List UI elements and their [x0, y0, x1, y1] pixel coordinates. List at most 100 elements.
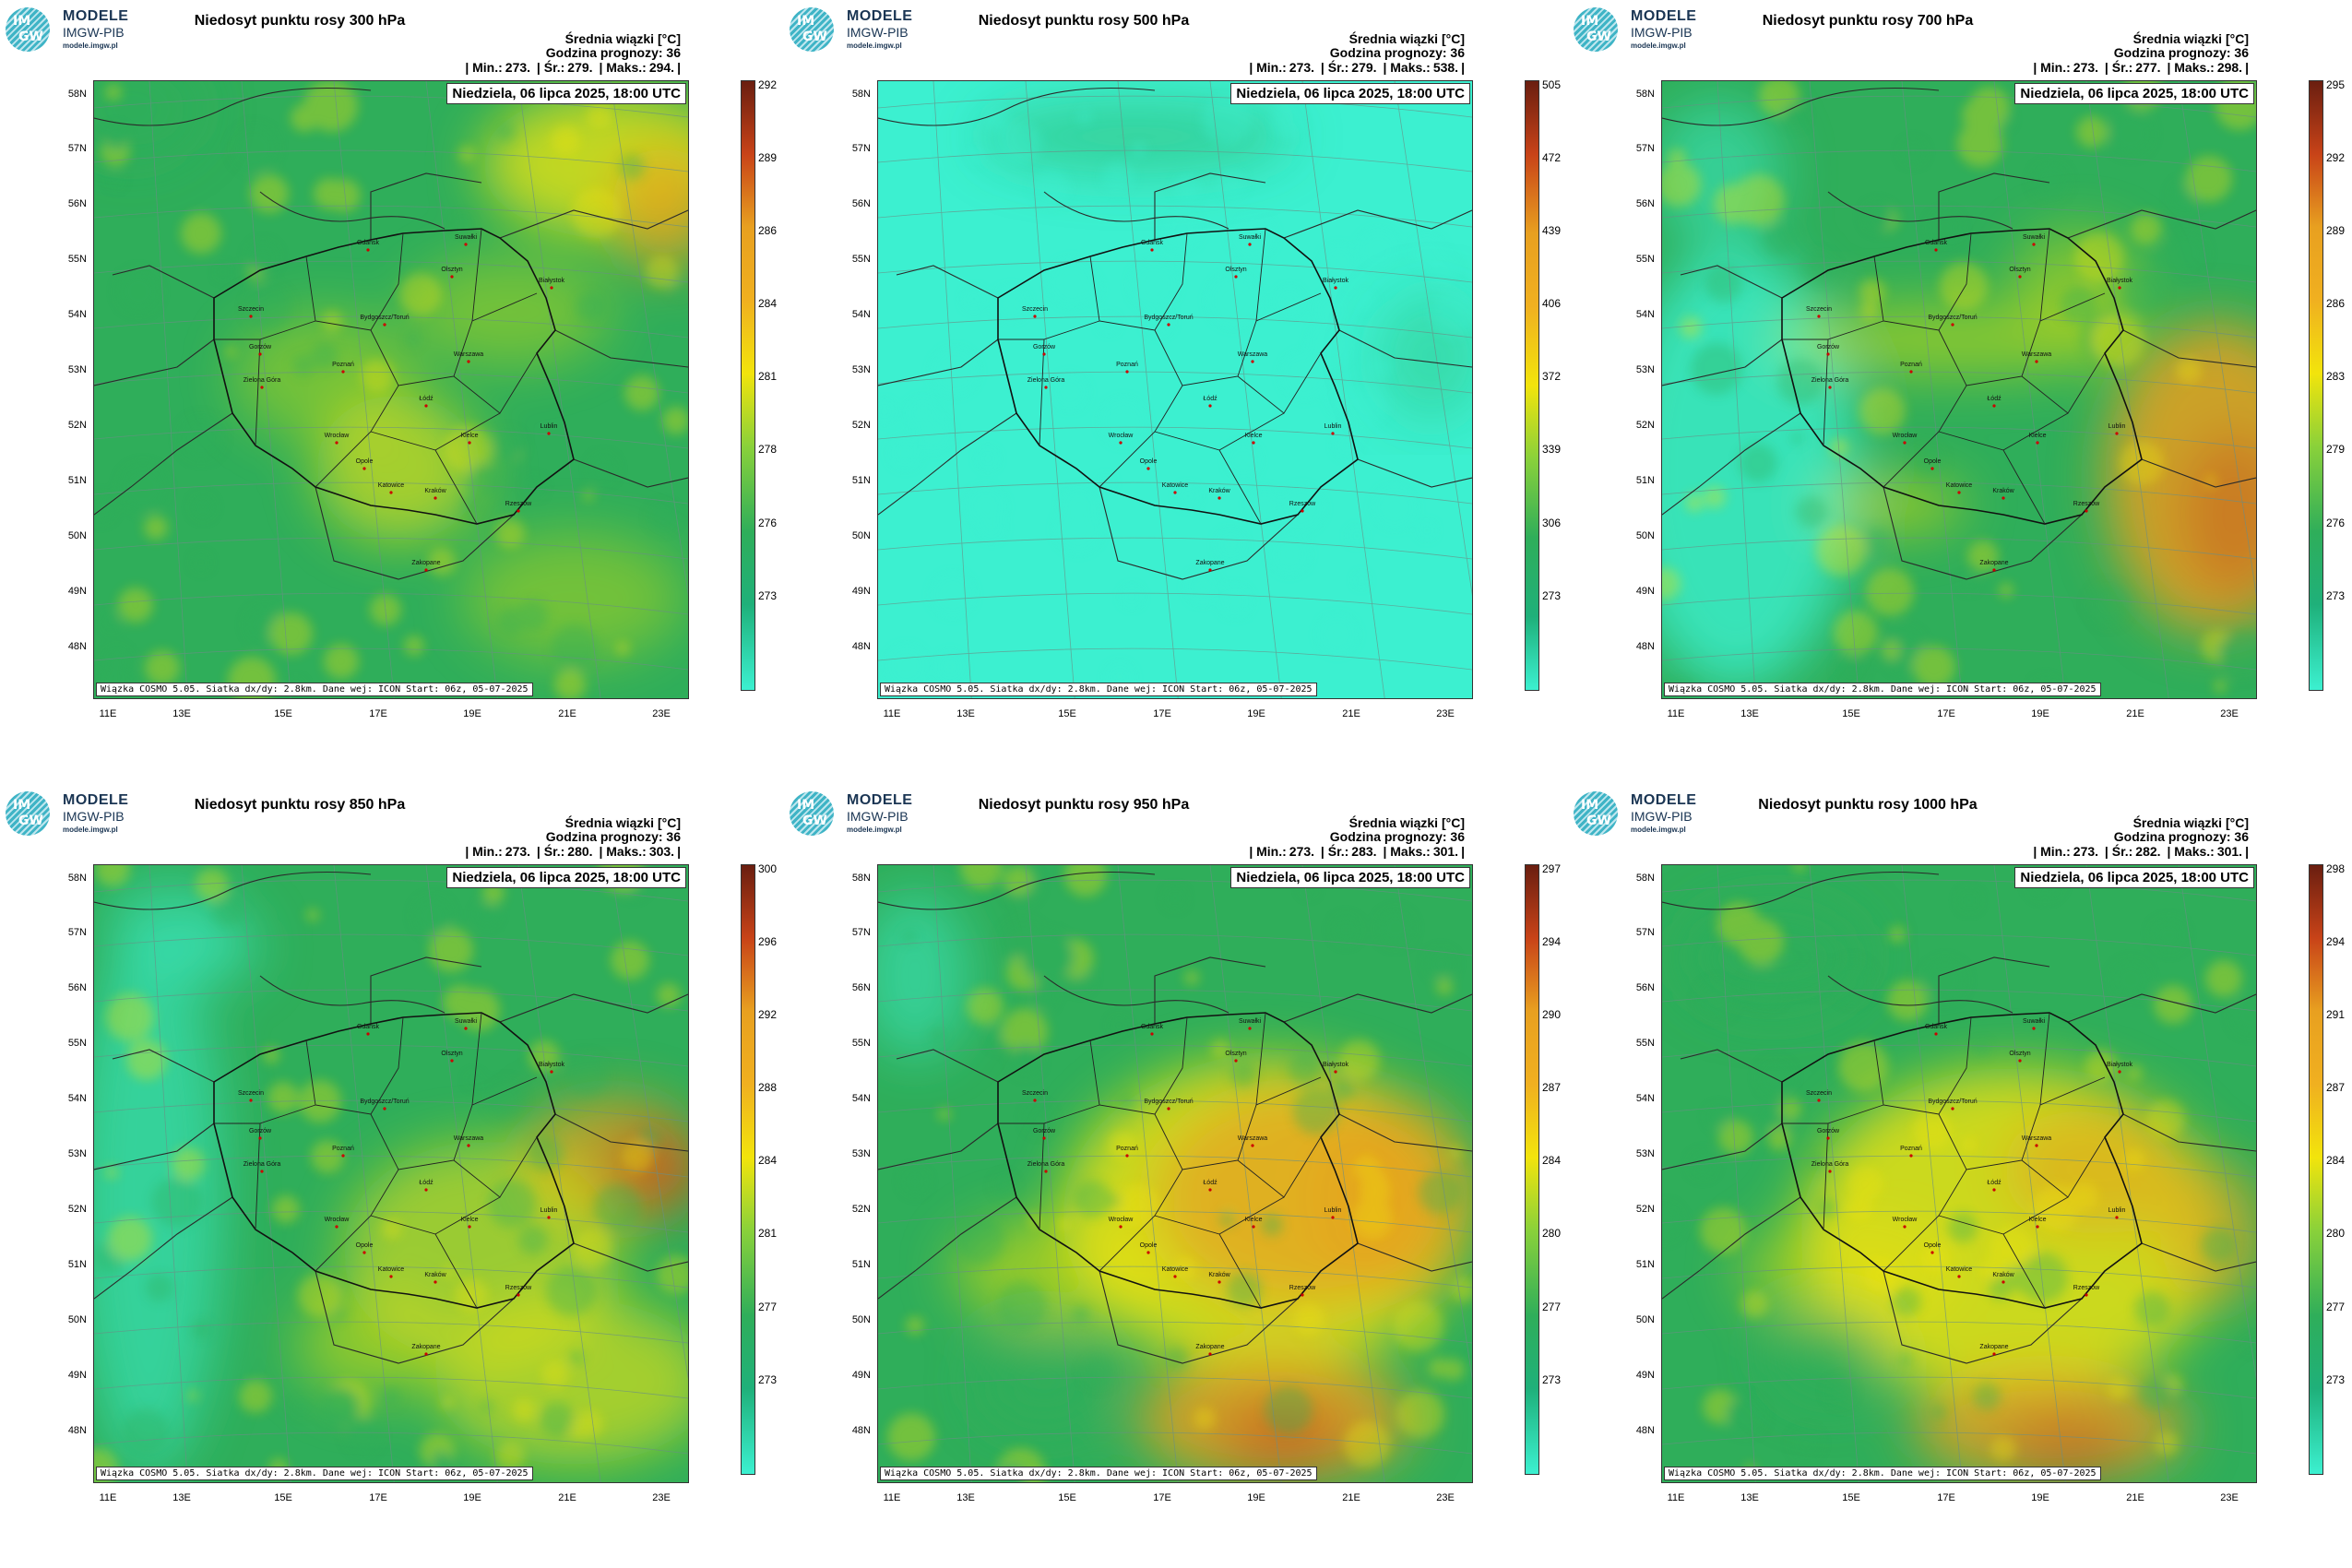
city-marker — [1173, 1275, 1177, 1278]
city-label: Kielce — [2028, 433, 2046, 439]
lat-label: 55N — [1635, 254, 1655, 265]
lat-label: 53N — [1635, 364, 1655, 375]
scale-tick: 287 — [1542, 1081, 1562, 1094]
city-label: Kielce — [2028, 1217, 2046, 1223]
scale-tick: 294 — [2326, 935, 2346, 948]
city-label: Suwałki — [455, 234, 478, 241]
city-label: Łódź — [1203, 396, 1218, 402]
city-label: Katowice — [1946, 482, 1973, 489]
city-marker — [2032, 1027, 2036, 1030]
color-scale — [1525, 80, 1539, 691]
scale-tick: 273 — [2326, 589, 2346, 602]
scale-tick: 276 — [2326, 517, 2346, 529]
scale-tick: 277 — [758, 1301, 778, 1313]
lon-label: 21E — [558, 1492, 576, 1503]
scale-tick: 300 — [758, 862, 778, 875]
lat-label: 54N — [851, 309, 871, 320]
city-marker — [1208, 568, 1212, 572]
panel-title: Niedosyt punktu rosy 950 hPa — [978, 797, 1190, 813]
lat-label: 56N — [851, 198, 871, 209]
city-label: Gorzów — [249, 1128, 272, 1134]
scale-tick: 278 — [758, 443, 778, 456]
lat-label: 54N — [67, 1093, 87, 1104]
city-label: Gorzów — [1033, 344, 1056, 350]
model-footer: Wiązka COSMO 5.05. Siatka dx/dy: 2.8km. … — [1664, 683, 2101, 696]
lon-label: 17E — [369, 708, 387, 719]
city-marker — [1992, 1188, 1996, 1192]
scale-tick: 294 — [1542, 935, 1562, 948]
lon-label: 19E — [1247, 708, 1265, 719]
city-label: Suwałki — [2023, 234, 2046, 241]
stat-mean: 283. — [1351, 844, 1377, 859]
lon-label: 17E — [369, 1492, 387, 1503]
city-label: Warszawa — [454, 1135, 484, 1142]
valid-date: Niedziela, 06 lipca 2025, 18:00 UTC — [1230, 867, 1470, 888]
city-label: Opole — [1924, 1242, 1942, 1249]
city-label: Wrocław — [325, 433, 350, 439]
lon-label: 21E — [2126, 1492, 2144, 1503]
city-label: Zakopane — [1195, 1344, 1224, 1350]
city-label: Kielce — [460, 433, 478, 439]
city-label: Szczecin — [1806, 306, 1832, 313]
city-marker — [1234, 1059, 1238, 1063]
lon-label: 17E — [1937, 708, 1955, 719]
city-marker — [517, 1293, 520, 1297]
lat-label: 53N — [1635, 1148, 1655, 1159]
scale-tick: 286 — [758, 224, 778, 237]
city-label: Opole — [356, 1242, 374, 1249]
city-marker — [2036, 441, 2039, 445]
color-scale — [1525, 864, 1539, 1475]
lon-label: 15E — [274, 1492, 292, 1503]
city-marker — [1828, 386, 1832, 389]
forecast-map: Gdańsk Suwałki Olsztyn Białystok Szczecin Byd… — [877, 864, 1473, 1483]
city-marker — [1934, 248, 1938, 252]
city-marker — [1817, 315, 1821, 318]
forecast-map: Gdańsk Suwałki Olsztyn Białystok Szczecin Byd… — [1661, 80, 2257, 699]
city-label: Gdańsk — [357, 1024, 380, 1030]
city-label: Kraków — [1992, 488, 2014, 494]
imgw-logo: IM GW MODELE IMGW-PIB modele.imgw.pl — [6, 791, 162, 837]
city-label: Zakopane — [1979, 560, 2008, 566]
scale-tick: 306 — [1542, 517, 1562, 529]
city-label: Katowice — [1162, 482, 1189, 489]
stat-max: 303. — [648, 844, 675, 859]
lon-label: 19E — [463, 1492, 481, 1503]
city-label: Poznań — [332, 1146, 354, 1152]
city-label: Kielce — [1244, 433, 1262, 439]
city-marker — [547, 1216, 551, 1219]
forecast-panel: IM GW MODELE IMGW-PIB modele.imgw.pl Nie… — [784, 784, 1568, 1568]
lat-label: 48N — [67, 641, 87, 652]
forecast-hour: Godzina prognozy: 36 — [545, 829, 681, 844]
city-label: Lublin — [540, 1207, 558, 1214]
city-label: Gdańsk — [1141, 1024, 1164, 1030]
city-label: Katowice — [378, 1266, 405, 1273]
stat-min: 273. — [2073, 844, 2099, 859]
city-label: Bydgoszcz/Toruń — [360, 315, 409, 321]
lat-label: 53N — [67, 1148, 87, 1159]
lat-label: 49N — [851, 1370, 871, 1381]
city-label: Suwałki — [1239, 234, 1262, 241]
city-label: Białystok — [2107, 278, 2133, 284]
city-marker — [467, 360, 470, 363]
lat-label: 58N — [1635, 873, 1655, 884]
city-label: Białystok — [1323, 1062, 1349, 1068]
city-label: Wrocław — [1893, 1217, 1918, 1223]
city-marker — [1957, 491, 1961, 494]
scale-tick: 281 — [758, 370, 778, 383]
lat-label: 51N — [851, 475, 871, 486]
lon-label: 11E — [1667, 1492, 1685, 1503]
scale-tick: 339 — [1542, 443, 1562, 456]
city-label: Rzeszów — [1289, 501, 1316, 507]
lat-label: 56N — [67, 198, 87, 209]
city-marker — [434, 496, 437, 500]
lat-label: 58N — [851, 89, 871, 100]
lat-label: 51N — [67, 475, 87, 486]
lon-label: 23E — [1436, 1492, 1455, 1503]
city-label: Szczecin — [1022, 306, 1048, 313]
scale-tick: 439 — [1542, 224, 1562, 237]
city-label: Katowice — [378, 482, 405, 489]
city-label: Warszawa — [454, 351, 484, 358]
imgw-logo: IM GW MODELE IMGW-PIB modele.imgw.pl — [790, 7, 946, 53]
city-marker — [1146, 467, 1150, 470]
color-scale — [2309, 80, 2323, 691]
